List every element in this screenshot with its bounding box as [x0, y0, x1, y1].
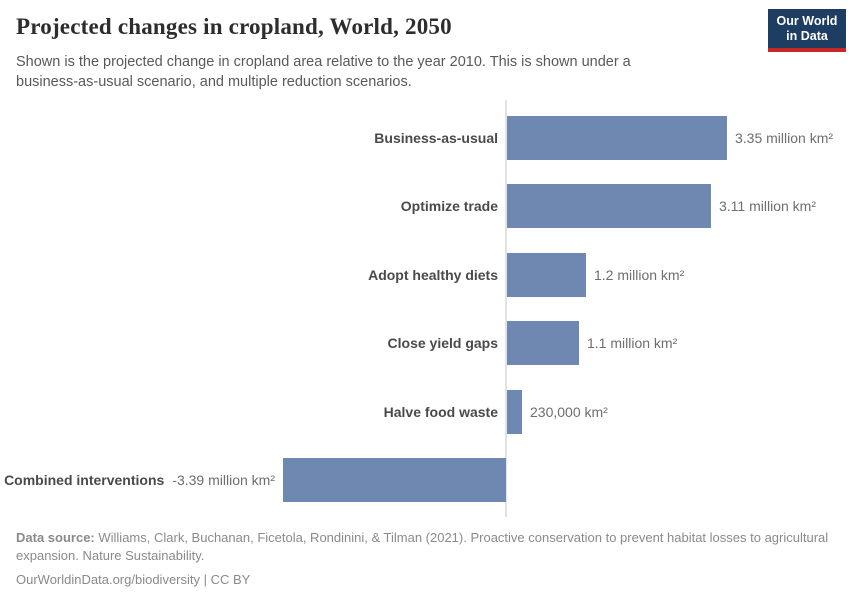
bar-label: Halve food waste [383, 404, 498, 420]
bar-value: 3.35 million km² [735, 130, 834, 146]
chart-subtitle: Shown is the projected change in croplan… [16, 52, 631, 92]
owid-logo-line2: in Data [786, 28, 828, 43]
bar-label: Close yield gaps [387, 335, 498, 351]
chart-title: Projected changes in cropland, World, 20… [16, 14, 452, 39]
bar-value: 230,000 km² [530, 404, 608, 420]
bar-4 [507, 321, 579, 365]
owid-logo: Our World in Data [768, 9, 846, 52]
bar-5 [507, 390, 522, 434]
bar-2 [507, 184, 711, 228]
bar-6 [283, 458, 506, 502]
data-source-line2: expansion. Nature Sustainability. [16, 548, 205, 563]
bar-value: 1.2 million km² [594, 267, 685, 283]
bar-value: 1.1 million km² [587, 335, 678, 351]
license-line: OurWorldinData.org/biodiversity | CC BY [16, 572, 251, 587]
bar-label-and-value: Combined interventions -3.39 million km² [4, 458, 275, 502]
bar-label: Combined interventions [4, 472, 165, 488]
bar-value: 3.11 million km² [719, 198, 816, 214]
data-source-label: Data source: [16, 530, 95, 545]
bar-label: Optimize trade [400, 198, 498, 214]
zero-axis-line [505, 100, 507, 517]
data-source-note: Data source: Williams, Clark, Buchanan, … [16, 529, 836, 565]
chart-subtitle-line2: business-as-usual scenario, and multiple… [16, 74, 412, 90]
bar-3 [507, 253, 586, 297]
chart-footer: Data source: Williams, Clark, Buchanan, … [16, 529, 836, 589]
owid-logo-line1: Our World [776, 13, 838, 28]
bar-1 [507, 116, 727, 160]
bar-chart: Business-as-usual 3.35 million km² Optimiz… [0, 100, 850, 517]
bar-value: -3.39 million km² [172, 472, 275, 488]
data-source-line1: Williams, Clark, Buchanan, Ficetola, Ron… [98, 530, 829, 545]
bar-label: Business-as-usual [374, 130, 498, 146]
bar-label: Adopt healthy diets [368, 267, 498, 283]
chart-subtitle-line1: Shown is the projected change in croplan… [16, 54, 631, 70]
